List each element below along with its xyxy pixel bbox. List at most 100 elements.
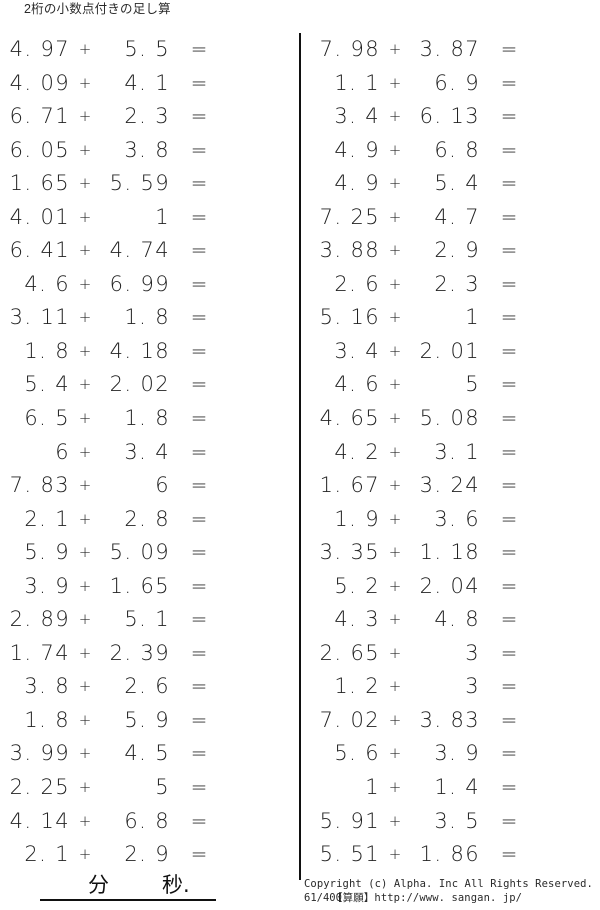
equals-operator: =	[500, 137, 518, 162]
operand-a: 7. 83	[9, 473, 70, 498]
plus-operator: +	[78, 610, 92, 629]
equals-operator: =	[500, 540, 518, 565]
operand-b: 2. 9	[124, 842, 170, 867]
equals-operator: =	[500, 674, 518, 699]
plus-operator: +	[388, 375, 402, 394]
equals-operator: =	[500, 70, 518, 95]
plus-operator: +	[78, 677, 92, 696]
equals-operator: =	[190, 674, 208, 699]
operand-a: 4. 6	[24, 271, 70, 296]
problem-row: 3. 99 +4. 5 =	[2, 737, 282, 771]
plus-operator: +	[388, 509, 402, 528]
plus-operator: +	[78, 409, 92, 428]
plus-operator: +	[78, 274, 92, 293]
operand-a: 2. 25	[9, 775, 70, 800]
equals-operator: =	[190, 540, 208, 565]
operand-b: 2. 8	[124, 506, 170, 531]
plus-operator: +	[78, 341, 92, 360]
problem-row: 7. 98 +3. 87 =	[312, 33, 592, 67]
operand-b: 3. 6	[434, 506, 480, 531]
plus-operator: +	[78, 744, 92, 763]
operand-a: 1. 65	[9, 171, 70, 196]
operand-b: 2. 01	[419, 338, 480, 363]
problem-row: 6. 05 +3. 8 =	[2, 134, 282, 168]
plus-operator: +	[388, 710, 402, 729]
problem-row: 5. 6 +3. 9 =	[312, 737, 592, 771]
operand-a: 4. 14	[9, 808, 70, 833]
operand-b: 5. 9	[124, 707, 170, 732]
problem-row: 3. 8 +2. 6 =	[2, 670, 282, 704]
problem-row: 5. 51 +1. 86 =	[312, 838, 592, 872]
equals-operator: =	[500, 775, 518, 800]
operand-b: 4. 5	[124, 741, 170, 766]
problem-row: 1. 8 +4. 18 =	[2, 335, 282, 369]
time-record-field[interactable]: 分 秒.	[40, 873, 216, 903]
operand-a: 2. 65	[319, 640, 380, 665]
operand-a: 5. 9	[24, 540, 70, 565]
plus-operator: +	[78, 40, 92, 58]
problem-row: 5. 16 +1 =	[312, 301, 592, 335]
problem-row: 1. 9 +3. 6 =	[312, 503, 592, 537]
problem-row: 4. 9 +5. 4 =	[312, 167, 592, 201]
plus-operator: +	[78, 241, 92, 260]
column-divider	[299, 33, 301, 880]
operand-a: 3. 88	[319, 238, 380, 263]
plus-operator: +	[78, 442, 92, 461]
operand-b: 5. 08	[419, 406, 480, 431]
problem-row: 7. 02 +3. 83 =	[312, 704, 592, 738]
equals-operator: =	[500, 372, 518, 397]
operand-b: 3. 87	[419, 37, 480, 61]
equals-operator: =	[190, 372, 208, 397]
plus-operator: +	[388, 811, 402, 830]
equals-operator: =	[190, 808, 208, 833]
problem-row: 4. 3 +4. 8 =	[312, 603, 592, 637]
equals-operator: =	[190, 842, 208, 867]
operand-a: 1. 1	[334, 70, 380, 95]
problem-row: 6. 71 +2. 3 =	[2, 100, 282, 134]
operand-b: 2. 6	[124, 674, 170, 699]
operand-b: 5. 09	[109, 540, 170, 565]
operand-b: 6	[155, 473, 170, 498]
equals-operator: =	[190, 238, 208, 263]
operand-a: 1. 2	[334, 674, 380, 699]
operand-a: 3. 8	[24, 674, 70, 699]
equals-operator: =	[500, 640, 518, 665]
operand-a: 6	[55, 439, 70, 464]
operand-b: 4. 7	[434, 204, 480, 229]
operand-b: 2. 9	[434, 238, 480, 263]
plus-operator: +	[78, 476, 92, 495]
operand-b: 6. 99	[109, 271, 170, 296]
problem-column-left: 4. 97 +5. 5 = 4. 09 +4. 1 = 6. 71 +2. 3 = 6. 05 +3…	[2, 33, 282, 872]
minutes-label: 分	[88, 873, 109, 897]
problem-row: 2. 65 +3 =	[312, 637, 592, 671]
operand-a: 1. 67	[319, 473, 380, 498]
problem-row: 2. 25 +5 =	[2, 771, 282, 805]
operand-a: 6. 5	[24, 406, 70, 431]
operand-b: 3. 83	[419, 707, 480, 732]
operand-a: 4. 09	[9, 70, 70, 95]
equals-operator: =	[500, 573, 518, 598]
plus-operator: +	[388, 409, 402, 428]
operand-b: 5	[155, 775, 170, 800]
operand-b: 2. 04	[419, 573, 480, 598]
operand-b: 5	[465, 372, 480, 397]
problem-row: 1. 67 +3. 24 =	[312, 469, 592, 503]
operand-a: 4. 2	[334, 439, 380, 464]
operand-b: 3. 9	[434, 741, 480, 766]
operand-a: 4. 9	[334, 137, 380, 162]
operand-b: 4. 74	[109, 238, 170, 263]
problem-row: 1. 65 +5. 59 =	[2, 167, 282, 201]
operand-a: 2. 1	[24, 842, 70, 867]
operand-b: 2. 02	[109, 372, 170, 397]
plus-operator: +	[388, 476, 402, 495]
problem-row: 1. 1 +6. 9 =	[312, 67, 592, 101]
problem-row: 4. 6 +6. 99 =	[2, 268, 282, 302]
equals-operator: =	[500, 271, 518, 296]
operand-a: 4. 3	[334, 607, 380, 632]
operand-a: 6. 41	[9, 238, 70, 263]
problem-row: 2. 89 +5. 1 =	[2, 603, 282, 637]
operand-a: 2. 1	[24, 506, 70, 531]
problem-row: 7. 83 +6 =	[2, 469, 282, 503]
operand-a: 1. 9	[334, 506, 380, 531]
plus-operator: +	[78, 643, 92, 662]
